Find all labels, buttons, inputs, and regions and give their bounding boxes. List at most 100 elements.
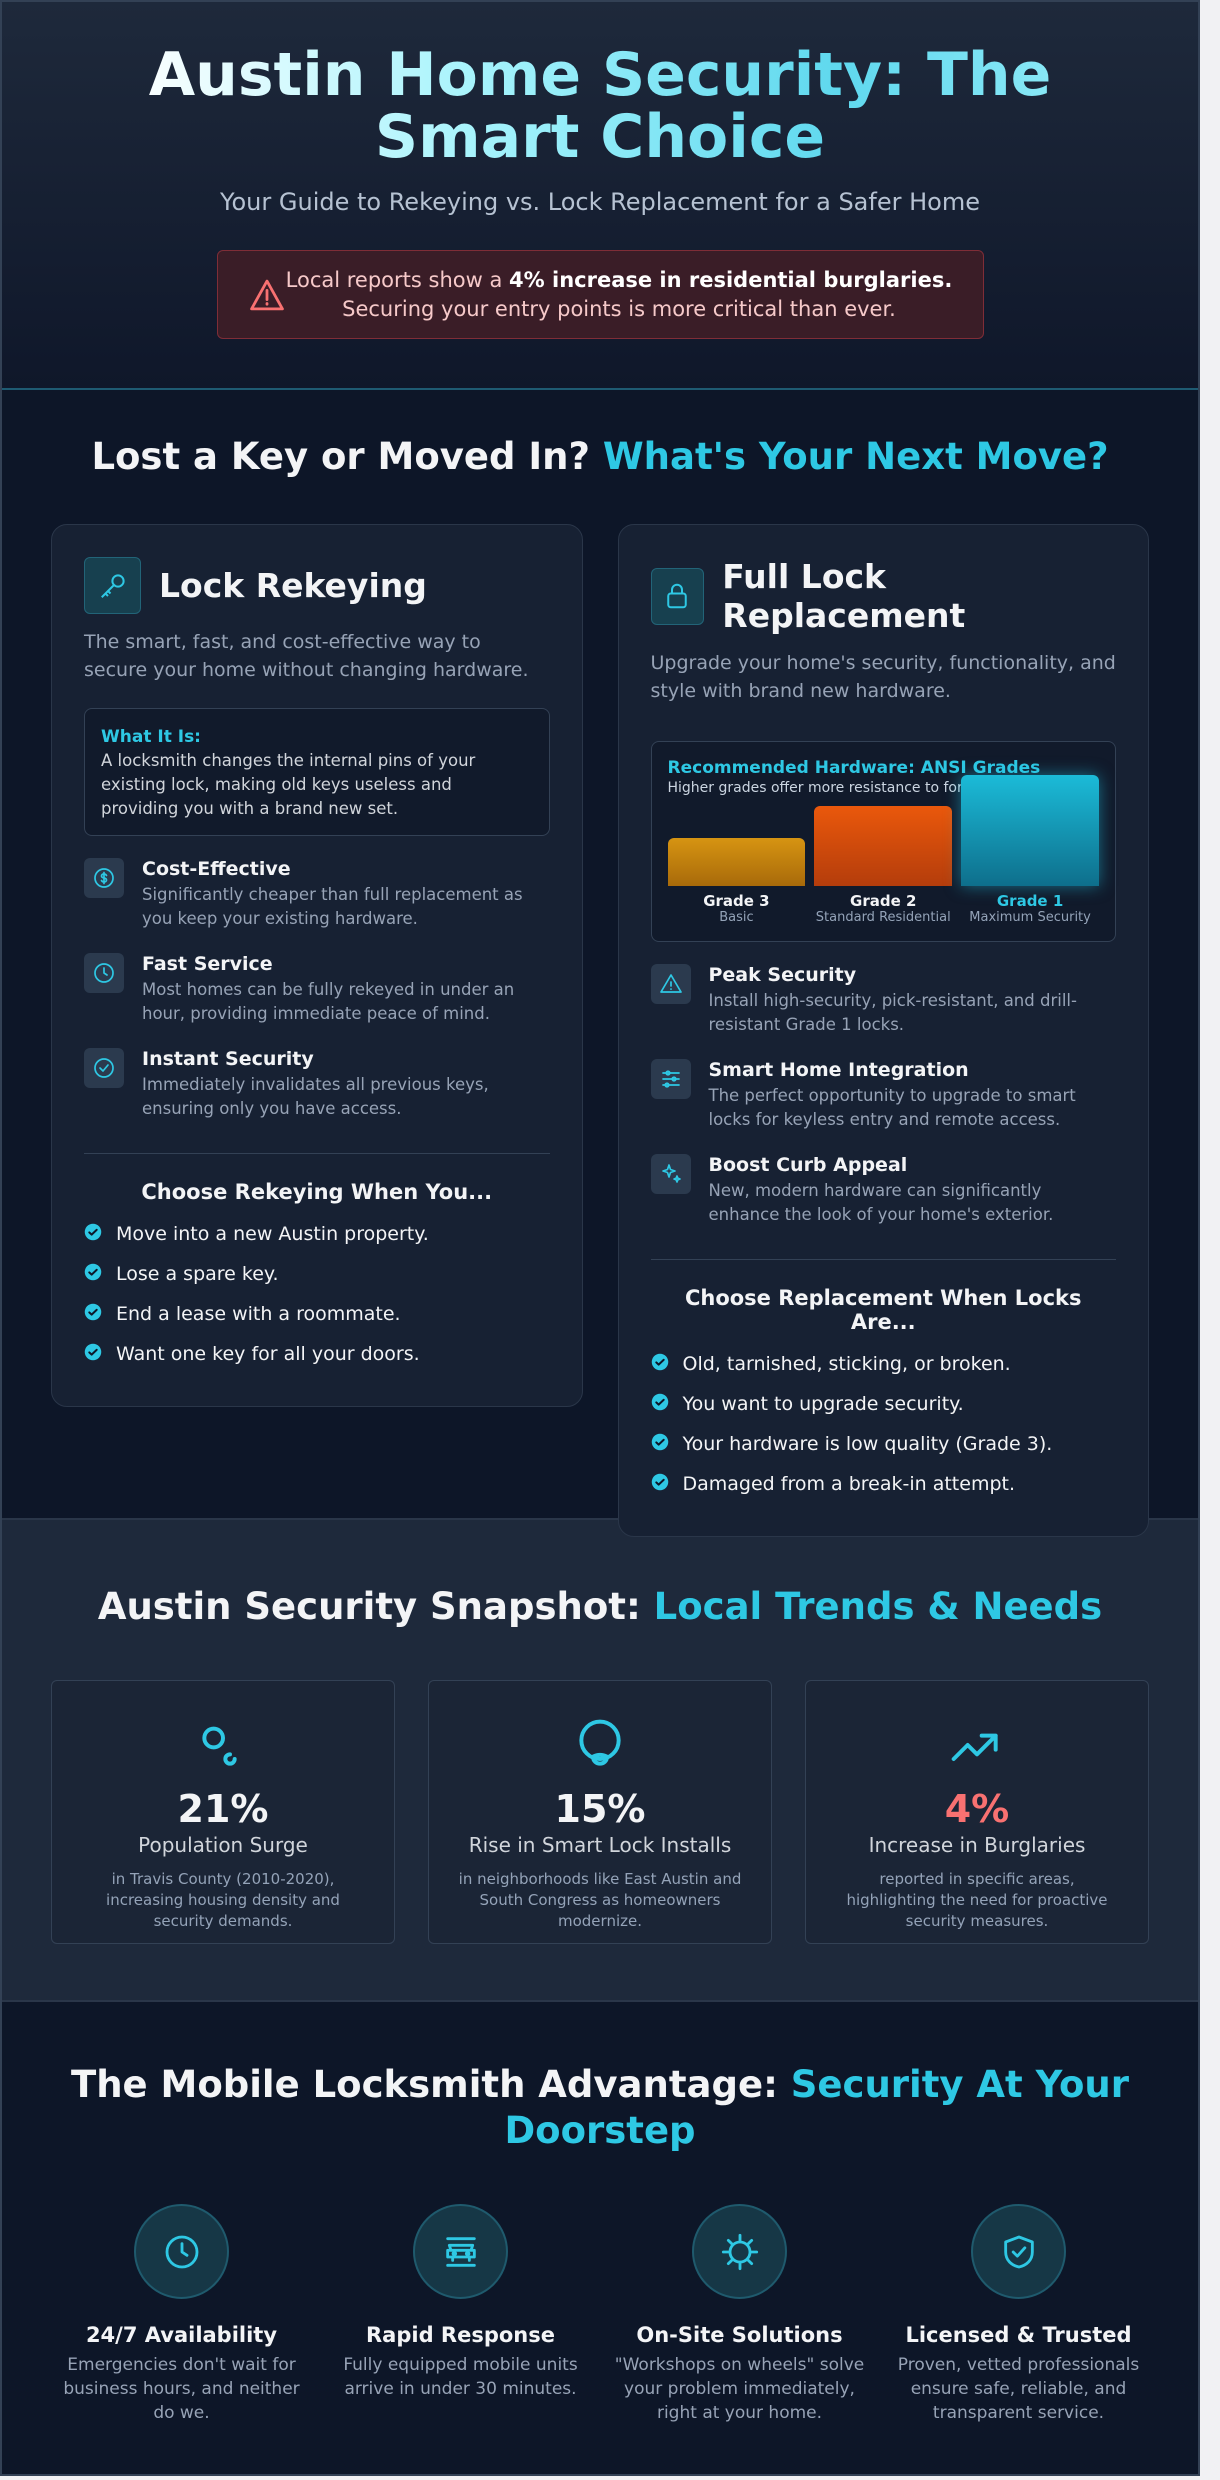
stat-value: 4% [944,1787,1010,1831]
replacement-card: Full Lock Replacement Upgrade your home'… [617,524,1149,1537]
advantage-text: Emergencies don't wait for business hour… [63,2355,300,2423]
alert: Local reports show a 4% increase in resi… [216,250,984,339]
card-title: Full Lock Replacement [722,557,966,635]
choose-item: Your hardware is low quality (Grade 3). [651,1424,1117,1464]
stat-value: 15% [554,1787,646,1831]
heading-part: Lost a Key or Moved In? [91,435,590,478]
advantage-title: 24/7 Availability [85,2323,278,2347]
stat-label: Rise in Smart Lock Installs [468,1833,732,1857]
stats: 21% Population Surge in Travis County (201… [2,1680,1198,1944]
heading-part: The Mobile Locksmith Advantage: [70,2063,778,2106]
grade-column: Grade 1 Maximum Security [961,775,1099,925]
advantage: Licensed & Trusted Proven, vetted profess… [879,2204,1158,2425]
feature-body: Smart Home Integration The perfect opport… [709,1059,1117,1132]
stat-text: reported in specific areas, highlighting… [846,1870,1108,1930]
feature-text: Immediately invalidates all previous key… [142,1075,489,1118]
feature-body: Boost Curb Appeal New, modern hardware ca… [709,1154,1117,1227]
choose-heading: Choose Replacement When Locks Are... [684,1286,1082,1334]
check-icon [84,1343,102,1366]
main-title: Austin Home Security: The Smart Choice [2,44,1198,168]
check-icon [84,1223,102,1246]
stat-icon [429,1717,771,1777]
advantage: On-Site Solutions "Workshops on wheels" s… [600,2204,879,2425]
choose-list: Move into a new Austin property. Lose a s… [84,1214,550,1374]
advantage-icon [692,2204,787,2299]
feature-icon [650,1154,691,1194]
feature-title: Fast Service [142,953,273,975]
card-icon [650,567,705,625]
grade-column: Grade 3 Basic [667,838,806,925]
feature-title: Cost-Effective [142,858,291,880]
advantage-text: "Workshops on wheels" solve your problem… [614,2355,865,2423]
decision-section: Lost a Key or Moved In? What's Your Next… [2,390,1198,1537]
stat-label: Increase in Burglaries [868,1833,1086,1857]
feature: Instant Security Immediately invalidates … [84,1048,550,1121]
feature-title: Boost Curb Appeal [708,1154,908,1176]
advantage: Rapid Response Fully equipped mobile unit… [321,2204,600,2425]
stat-card: 21% Population Surge in Travis County (201… [51,1680,395,1944]
divider [650,1259,1116,1260]
card-header: Full Lock Replacement [650,557,1117,635]
check-icon [84,1303,102,1326]
choose-text: Lose a spare key. [116,1263,279,1285]
alert-part: Local reports show a [285,267,503,292]
advantage-text: Fully equipped mobile units arrive in un… [343,2355,578,2399]
feature-text: Significantly cheaper than full replacem… [142,885,523,928]
feature-title: Smart Home Integration [708,1059,969,1081]
choose-heading: Choose Rekeying When You... [141,1180,493,1204]
grade-label: Maximum Security [969,910,1091,925]
grade-bar [961,775,1099,886]
features: Peak Security Install high-security, pick… [650,964,1117,1227]
what-label: What It Is: [101,727,201,747]
feature-text: The perfect opportunity to upgrade to sm… [708,1086,1076,1129]
choose-text: Damaged from a break-in attempt. [682,1473,1016,1495]
heading-part: Local Trends & Needs [653,1585,1103,1628]
hardware-title: Recommended Hardware: ANSI Grades [667,758,1041,778]
feature-text: Install high-security, pick-resistant, a… [708,991,1077,1034]
header: Austin Home Security: The Smart Choice Y… [2,2,1198,390]
stat-icon [52,1717,394,1777]
stat-icon [806,1717,1148,1777]
feature-icon [650,964,691,1004]
choose-text: End a lease with a roommate. [116,1303,401,1325]
feature-body: Cost-Effective Significantly cheaper than… [142,858,550,931]
feature-text: New, modern hardware can significantly e… [708,1181,1054,1224]
section-heading: Lost a Key or Moved In? What's Your Next… [2,434,1198,480]
feature-body: Instant Security Immediately invalidates … [142,1048,550,1121]
features: Cost-Effective Significantly cheaper than… [84,858,550,1121]
grade-column: Grade 2 Standard Residential [814,806,953,925]
what-it-is: What It Is: A locksmith changes the inter… [84,708,550,836]
choose-text: You want to upgrade security. [682,1393,964,1415]
choose-list: Old, tarnished, sticking, or broken. You … [651,1344,1117,1504]
advantages: 24/7 Availability Emergencies don't wait … [2,2204,1198,2425]
feature-title: Peak Security [708,964,857,986]
feature: Cost-Effective Significantly cheaper than… [84,858,550,931]
subtitle: Your Guide to Rekeying vs. Lock Replacem… [220,188,980,216]
feature: Boost Curb Appeal New, modern hardware ca… [650,1154,1117,1227]
section-heading: The Mobile Locksmith Advantage: Security… [2,2062,1198,2154]
grade-name: Grade 3 [703,892,770,910]
title-part: Austin Home Security: [148,40,907,110]
choose-item: Lose a spare key. [84,1254,550,1294]
choose-text: Your hardware is low quality (Grade 3). [682,1433,1053,1455]
grade-bar [814,806,953,886]
choose-item: You want to upgrade security. [651,1384,1117,1424]
choose-text: Move into a new Austin property. [116,1223,429,1245]
advantage-title: On-Site Solutions [636,2323,843,2347]
feature-body: Peak Security Install high-security, pick… [709,964,1117,1037]
hardware-box: Recommended Hardware: ANSI Grades Higher… [650,741,1116,942]
alert-bold: 4% increase in residential burglaries. [509,267,953,292]
grade-bar [667,838,806,886]
feature-icon [84,1048,124,1088]
choose-text: Old, tarnished, sticking, or broken. [682,1353,1011,1375]
advantage-icon [134,2204,229,2299]
advantage-title: Licensed & Trusted [905,2323,1132,2347]
advantage-title: Rapid Response [366,2323,555,2347]
advantage-icon [413,2204,508,2299]
rekeying-card: Lock Rekeying The smart, fast, and cost-… [51,524,583,1407]
stat-text: in Travis County (2010-2020), increasing… [106,1870,340,1930]
grade-name: Grade 1 [996,892,1064,910]
